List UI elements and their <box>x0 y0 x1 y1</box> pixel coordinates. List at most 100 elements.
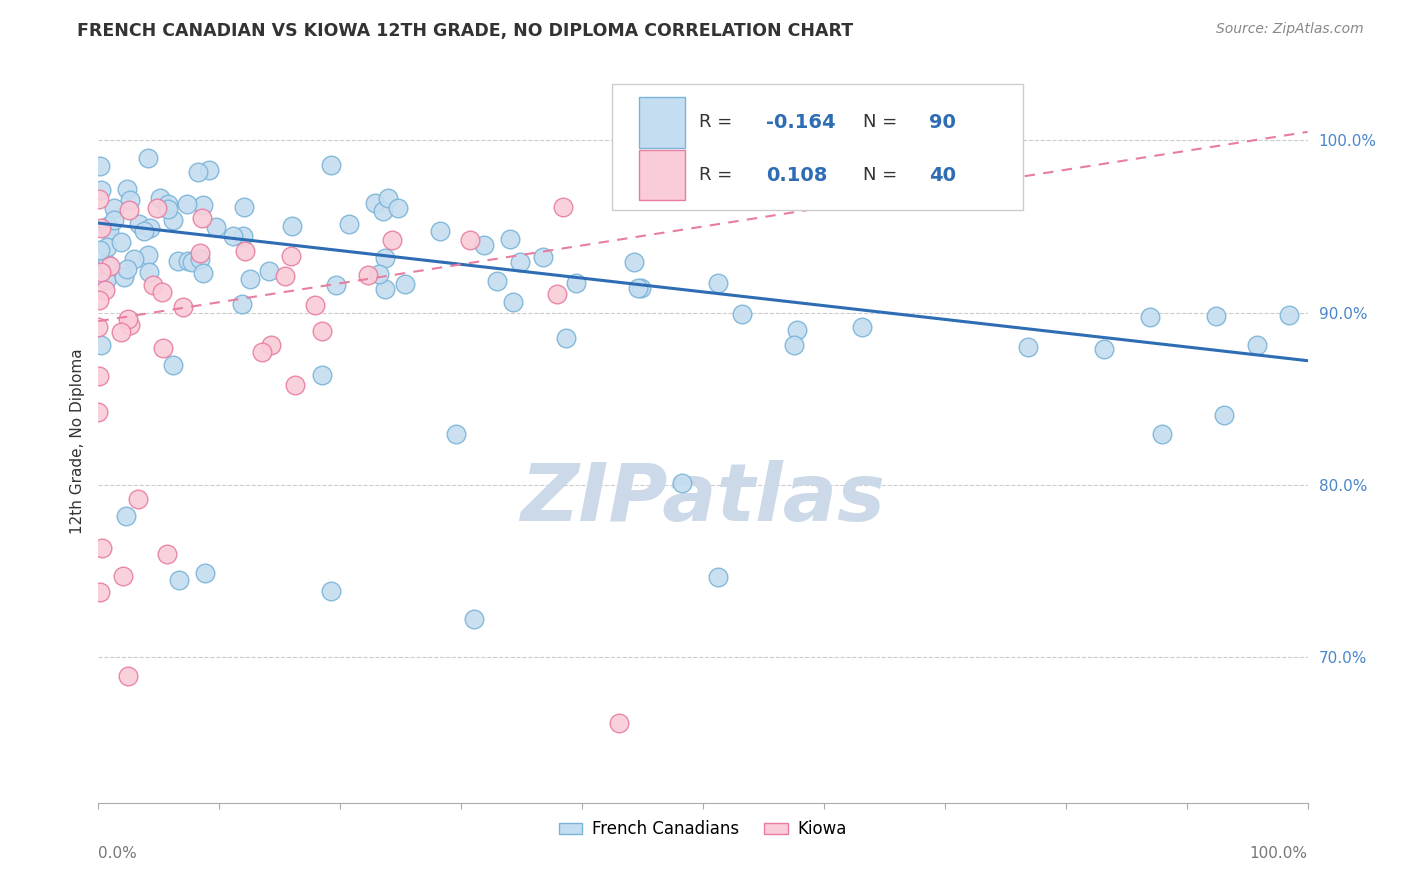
Point <box>233 200 256 214</box>
Point <box>117 312 139 326</box>
Text: 40: 40 <box>929 166 956 185</box>
Point <box>180 254 202 268</box>
Point <box>127 492 149 507</box>
Point <box>239 272 262 286</box>
Point <box>115 508 138 523</box>
Point <box>191 198 214 212</box>
Point <box>374 282 396 296</box>
Point <box>176 197 198 211</box>
Point <box>235 244 257 259</box>
Point <box>274 268 297 283</box>
Text: FRENCH CANADIAN VS KIOWA 12TH GRADE, NO DIPLOMA CORRELATION CHART: FRENCH CANADIAN VS KIOWA 12TH GRADE, NO … <box>77 22 853 40</box>
Point <box>319 158 342 172</box>
Point <box>281 219 304 233</box>
Point <box>373 203 395 218</box>
Point <box>138 220 160 235</box>
Point <box>152 341 174 355</box>
Point <box>96 240 118 254</box>
Point <box>623 255 645 269</box>
Text: R =: R = <box>699 166 738 184</box>
Point <box>509 255 531 269</box>
Point <box>138 265 160 279</box>
Point <box>112 270 135 285</box>
Point <box>191 211 214 225</box>
Point <box>96 257 118 271</box>
Point <box>155 548 177 562</box>
Point <box>1092 343 1115 357</box>
Point <box>782 338 804 352</box>
Point <box>87 320 110 334</box>
Point <box>157 202 180 216</box>
Point <box>463 612 485 626</box>
Text: R =: R = <box>699 113 738 131</box>
Point <box>381 233 404 247</box>
Point <box>191 266 214 280</box>
Text: -0.164: -0.164 <box>766 113 835 132</box>
Point <box>94 272 117 286</box>
Point <box>162 358 184 372</box>
Point <box>731 307 754 321</box>
Point <box>97 223 120 237</box>
Point <box>319 584 342 599</box>
Point <box>157 197 180 211</box>
Point <box>89 183 111 197</box>
Point <box>630 281 652 295</box>
Point <box>205 220 228 235</box>
Point <box>110 235 132 250</box>
Point <box>546 287 568 301</box>
Point <box>1212 408 1234 422</box>
Point <box>150 285 173 300</box>
Point <box>87 405 110 419</box>
Point <box>134 223 156 237</box>
Point <box>1246 338 1268 352</box>
Point <box>89 585 111 599</box>
Point <box>429 224 451 238</box>
Point <box>555 331 578 345</box>
FancyBboxPatch shape <box>638 150 685 201</box>
Point <box>325 277 347 292</box>
Point <box>136 247 159 261</box>
Point <box>446 427 468 442</box>
Point <box>851 320 873 334</box>
Point <box>607 716 630 731</box>
Point <box>564 276 586 290</box>
Text: N =: N = <box>863 113 903 131</box>
Point <box>387 201 409 215</box>
Point <box>122 252 145 267</box>
Text: N =: N = <box>863 166 903 184</box>
Point <box>194 566 217 580</box>
Point <box>118 202 141 217</box>
Point <box>364 196 387 211</box>
Point <box>304 298 326 312</box>
Point <box>145 202 167 216</box>
FancyBboxPatch shape <box>638 97 685 148</box>
Point <box>89 192 111 206</box>
Point <box>1278 309 1301 323</box>
Point <box>172 300 194 314</box>
Point <box>627 281 650 295</box>
Point <box>117 669 139 683</box>
Point <box>115 182 138 196</box>
Point <box>786 322 808 336</box>
Point <box>252 345 274 359</box>
Point <box>1139 310 1161 324</box>
Text: 90: 90 <box>929 113 956 132</box>
Point <box>394 277 416 292</box>
Point <box>368 267 391 281</box>
Point <box>502 294 524 309</box>
Point <box>103 201 125 215</box>
Text: 0.0%: 0.0% <box>98 846 138 861</box>
Point <box>357 268 380 283</box>
Y-axis label: 12th Grade, No Diploma: 12th Grade, No Diploma <box>69 349 84 534</box>
Point <box>136 151 159 165</box>
Point <box>377 191 399 205</box>
Point <box>115 262 138 277</box>
FancyBboxPatch shape <box>613 84 1024 211</box>
Point <box>1150 427 1173 442</box>
Point <box>707 276 730 290</box>
Point <box>120 194 142 208</box>
Point <box>142 277 165 292</box>
Point <box>149 190 172 204</box>
Point <box>374 252 396 266</box>
Text: Source: ZipAtlas.com: Source: ZipAtlas.com <box>1216 22 1364 37</box>
